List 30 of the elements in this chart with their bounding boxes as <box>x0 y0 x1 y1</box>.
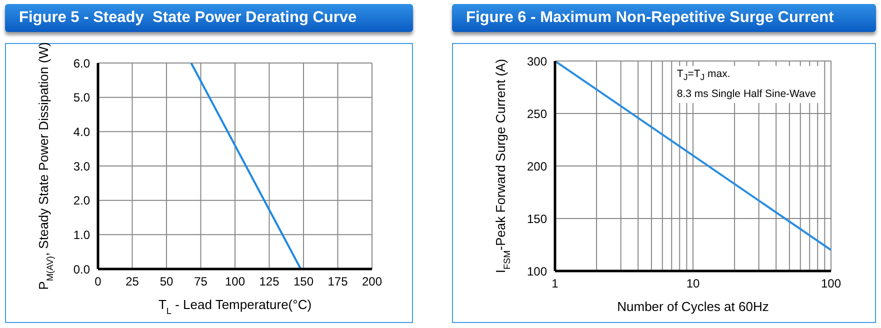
y-tick-label: 150 <box>526 212 548 226</box>
x-axis-title: Number of Cycles at 60Hz <box>617 299 769 314</box>
x-tick-label: 125 <box>259 274 280 289</box>
y-tick-label: 300 <box>526 54 548 68</box>
x-tick-label: 1 <box>552 276 559 291</box>
x-tick-label: 25 <box>126 274 140 289</box>
x-tick-label: 175 <box>328 274 348 289</box>
x-tick-label: 100 <box>224 274 246 289</box>
x-tick-label: 100 <box>820 276 842 291</box>
chart-title: Figure 5 - Steady State Power Derating Curve <box>5 4 413 32</box>
x-tick-label: 75 <box>194 274 208 289</box>
y-tick-label: 0.0 <box>73 262 90 276</box>
y-tick-label: 200 <box>526 159 548 174</box>
x-tick-label: 0 <box>94 274 102 289</box>
x-axis-title: T$_{L}$ - Lead Temperature(°C) <box>158 297 312 316</box>
y-tick-label: 100 <box>526 264 548 278</box>
x-tick-label: 10 <box>686 276 700 291</box>
y-tick-label: 2.0 <box>73 194 90 208</box>
y-tick-label: 1.0 <box>73 228 90 242</box>
x-tick-label: 50 <box>160 274 174 289</box>
annotation: 8.3 ms Single Half Sine-Wave <box>676 87 816 102</box>
x-tick-label: 150 <box>293 274 314 289</box>
chart-title: Figure 6 - Maximum Non-Repetitive Surge Current <box>452 4 876 32</box>
y-tick-label: 5.0 <box>73 90 90 105</box>
y-tick-label: 250 <box>526 106 548 121</box>
y-tick-label: 6.0 <box>73 56 90 70</box>
y-tick-label: 4.0 <box>73 124 90 139</box>
y-tick-label: 3.0 <box>73 159 90 174</box>
x-tick-label: 200 <box>362 274 382 289</box>
annotation: T$_{J}$=T$_{J}$ max. <box>676 67 732 84</box>
